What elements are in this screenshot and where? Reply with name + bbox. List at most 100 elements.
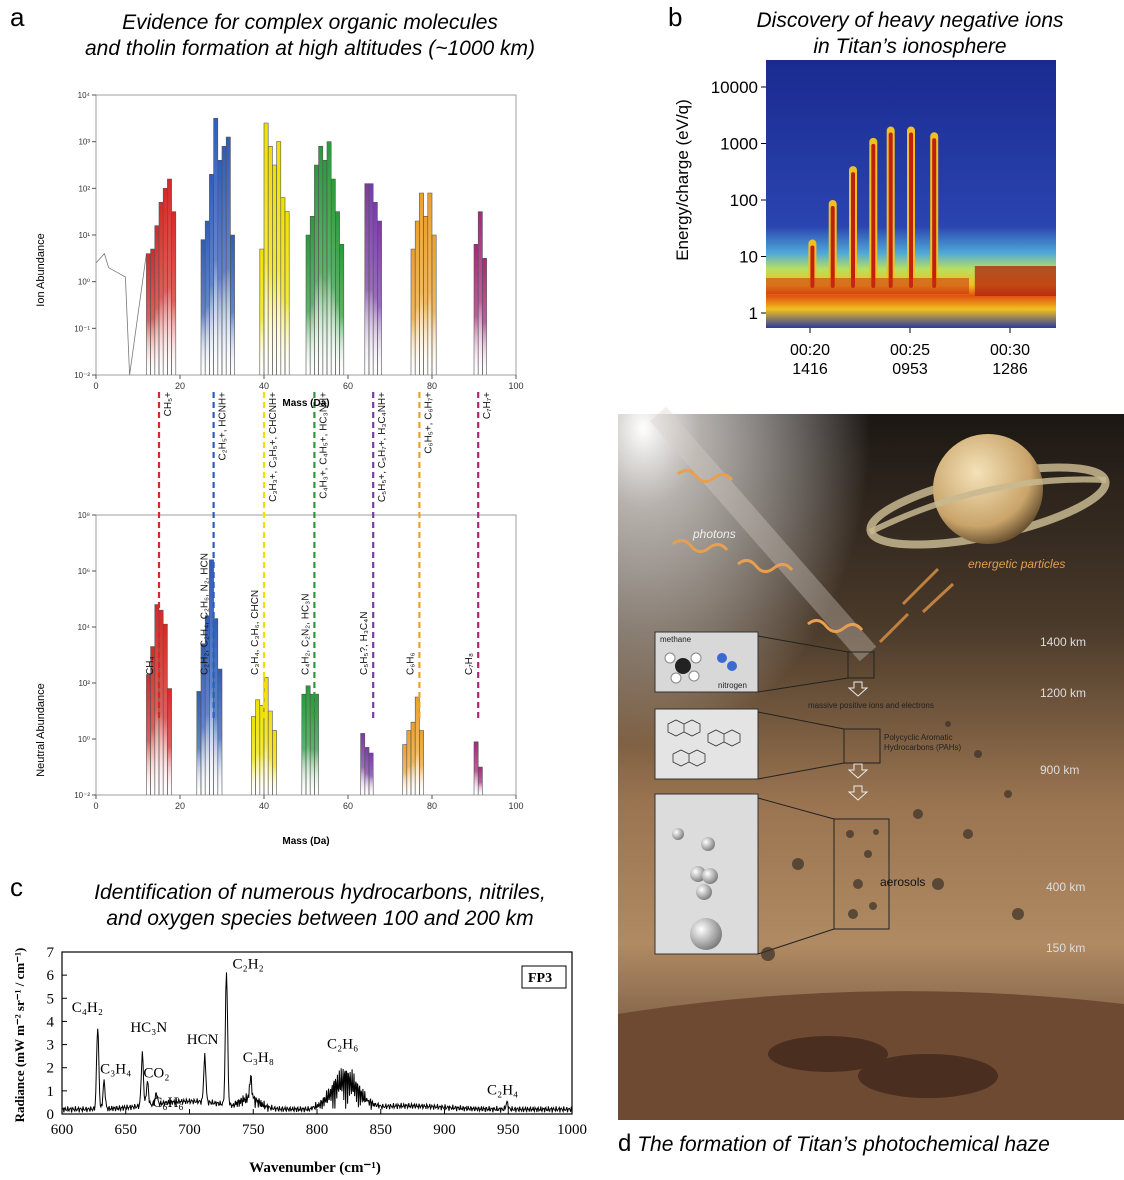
y-tick-label: 10⁻² xyxy=(74,791,90,800)
mass-bar-outline xyxy=(171,211,177,375)
mass-bar xyxy=(306,685,311,795)
panel-c-chart: 600 650 700 750 800 850 900 950 1000 0 1 2 3 4 5 6 7 FP3 C… xyxy=(12,945,587,1176)
mass-bar xyxy=(230,235,235,375)
b-y-tick-label: 10000 xyxy=(711,78,758,97)
mass-bar xyxy=(255,699,260,795)
mass-bar xyxy=(201,239,206,375)
c-legend-label: FP3 xyxy=(528,971,552,986)
mass-bar xyxy=(268,146,273,375)
x-tick-label: 40 xyxy=(259,801,269,811)
mass-bar xyxy=(251,716,256,795)
y-tick-label: 10⁴ xyxy=(78,623,91,632)
c-x-tick-label: 700 xyxy=(178,1122,201,1138)
methane-label: methane xyxy=(660,635,692,644)
c-x-tick-label: 800 xyxy=(306,1122,329,1138)
y-tick-label: 10³ xyxy=(78,138,90,147)
mass-bar xyxy=(146,253,151,375)
mass-bar xyxy=(364,183,369,375)
ion-spike-core xyxy=(810,245,815,288)
aerosol-particles xyxy=(761,721,1024,961)
x-tick-label: 60 xyxy=(343,801,353,811)
mass-bar xyxy=(419,193,424,375)
y-tick-label: 10⁻² xyxy=(74,371,90,380)
mass-bar xyxy=(411,249,416,375)
peak-label: HCN xyxy=(187,1032,219,1048)
peak-label: C₂H₂ xyxy=(232,957,263,973)
spectrogram-spikes xyxy=(766,126,1056,296)
ion-species-label: C₄H₃+, C₄H₅+, HC₃NH+ xyxy=(318,392,329,499)
mass-bar xyxy=(217,669,222,795)
surface-lake xyxy=(858,1054,998,1098)
panel-b-chart: 1 10 100 1000 10000 00:20 1416 00:25 0953 00:30 12… xyxy=(673,60,1056,378)
mass-bar xyxy=(423,216,428,375)
mass-bar xyxy=(226,137,231,375)
nitrogen-label: nitrogen xyxy=(718,681,747,690)
mass-bar xyxy=(310,694,315,795)
mass-bar xyxy=(369,183,374,375)
mass-bar xyxy=(306,235,311,375)
spectrogram-band xyxy=(974,266,1056,296)
panel-c-caption-line2: and oxygen species between 100 and 200 k… xyxy=(106,907,534,930)
mass-bar xyxy=(478,767,483,795)
mass-bar-outline xyxy=(368,752,374,795)
altitude-1400: 1400 km xyxy=(1040,635,1086,649)
mass-bar xyxy=(201,643,206,795)
ion-spike-core xyxy=(932,138,937,288)
mass-bar-outline xyxy=(230,234,235,375)
y-tick-label: 10² xyxy=(78,679,90,688)
mass-bar xyxy=(268,711,273,795)
peak-label: C₃H₈ xyxy=(243,1050,274,1066)
mass-bar xyxy=(209,559,214,795)
mass-bar xyxy=(276,141,281,375)
panel-b-caption: Discovery of heavy negative ions in Tita… xyxy=(700,8,1120,60)
y-tick-label: 10⁰ xyxy=(78,278,90,287)
mass-bar xyxy=(222,146,227,375)
neutral-species-label: C₆H₆ xyxy=(405,652,416,675)
aerosols-label: aerosols xyxy=(880,875,925,889)
ion-species-label: C₃H₃+, C₃H₅+, CHCNH+ xyxy=(268,392,279,502)
b-x-tick-time: 00:20 xyxy=(790,342,830,359)
mass-bar xyxy=(171,211,176,375)
b-y-tick-label: 100 xyxy=(730,191,758,210)
c-x-tick-label: 950 xyxy=(497,1122,520,1138)
ion-spike-core xyxy=(830,206,835,288)
c-legend-box xyxy=(521,965,567,989)
altitude-labels: 1400 km 1200 km 900 km 400 km 150 km xyxy=(1040,635,1086,955)
b-x-tick-id: 1416 xyxy=(792,361,828,378)
mass-bar xyxy=(318,146,323,375)
y-tick-label: 10⁴ xyxy=(78,91,91,100)
neutral-species-label: C₄H₂, C₂N₂, HC₃N xyxy=(300,594,311,675)
mass-bar xyxy=(327,141,332,375)
spectrogram-band xyxy=(766,278,969,294)
panel-d-illustration: photons energetic particles 1400 km 1200… xyxy=(618,406,1124,1120)
c-y-tick-label: 6 xyxy=(47,968,55,984)
c-y-tick-label: 3 xyxy=(47,1038,55,1054)
mass-bar xyxy=(427,193,432,375)
peak-label: C₃H₄ xyxy=(100,1062,131,1078)
ion-species-label: C₇H₇+ xyxy=(482,392,493,419)
pahs-label-2: Hydrocarbons (PAHs) xyxy=(884,743,962,752)
peak-label: HC₃N xyxy=(130,1020,167,1036)
mass-bar xyxy=(280,197,285,375)
peak-label: C₆H₆ xyxy=(152,1095,183,1111)
mass-bar xyxy=(377,221,382,375)
ion-species-label: C₅H₅+, C₅H₇+, H₃C₄NH+ xyxy=(377,392,388,502)
mass-bar-outline xyxy=(477,766,483,795)
y-tick-label: 10⁶ xyxy=(78,567,90,576)
particle-arrows xyxy=(878,567,955,644)
x-tick-label: 20 xyxy=(175,381,185,391)
mass-bar xyxy=(209,174,214,375)
arrow-down-1 xyxy=(847,681,869,697)
spectrogram-axes: 1 10 100 1000 10000 00:20 1416 00:25 0953 00:30 12… xyxy=(711,78,1030,378)
b-y-tick-label: 10 xyxy=(739,248,758,267)
mass-bar xyxy=(264,123,269,375)
mass-bar xyxy=(478,211,483,375)
c-x-tick-label: 900 xyxy=(433,1122,456,1138)
c-x-tick-label: 1000 xyxy=(557,1122,587,1138)
mass-bar xyxy=(205,615,210,795)
mass-bar xyxy=(259,249,264,375)
panel-c-letter: c xyxy=(10,872,23,902)
mass-bar xyxy=(314,694,319,795)
x-tick-label: 20 xyxy=(175,801,185,811)
panel-d-caption-text: The formation of Titan’s photochemical h… xyxy=(637,1133,1050,1156)
